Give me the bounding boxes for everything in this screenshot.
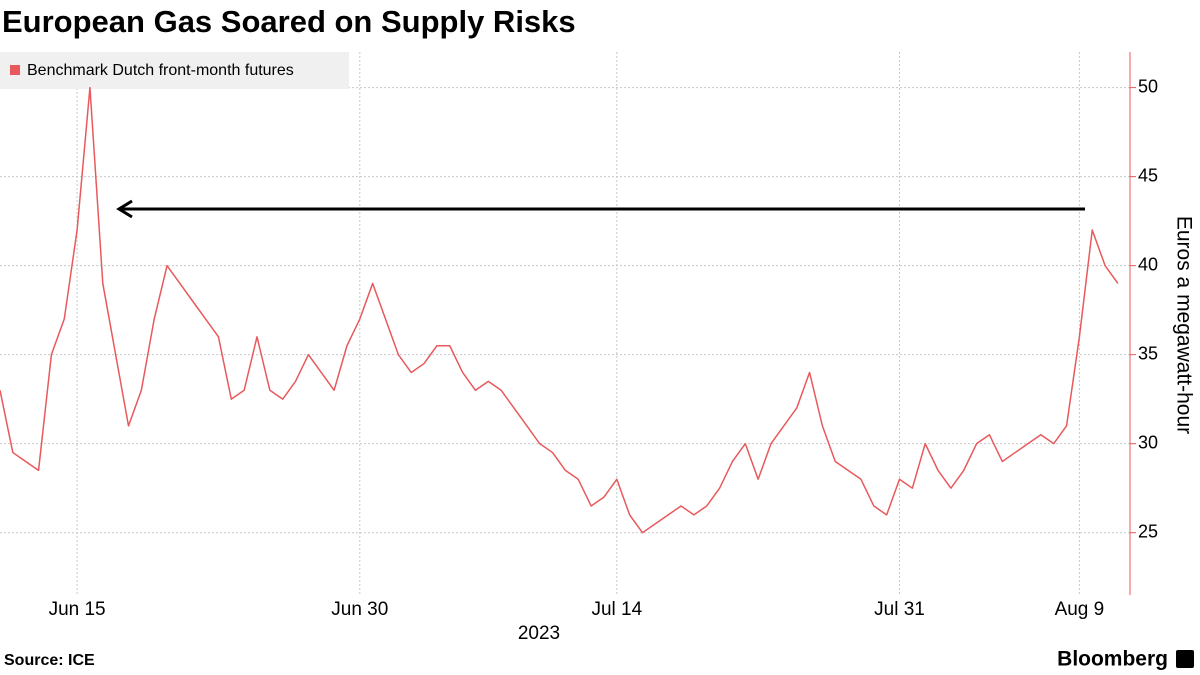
y-axis-label: Euros a megawatt-hour bbox=[1172, 216, 1195, 434]
x-tick-label: Jul 14 bbox=[591, 599, 642, 620]
y-tick-label: 30 bbox=[1138, 432, 1158, 452]
y-tick-label: 35 bbox=[1138, 343, 1158, 363]
y-tick-label: 25 bbox=[1138, 521, 1158, 541]
legend-box bbox=[0, 52, 349, 89]
y-tick-label: 50 bbox=[1138, 76, 1158, 96]
y-tick-label: 40 bbox=[1138, 254, 1158, 274]
x-tick-label: Jun 30 bbox=[331, 599, 388, 620]
legend-label: Benchmark Dutch front-month futures bbox=[27, 62, 294, 79]
source: Source: ICE bbox=[4, 652, 95, 669]
x-tick-label: Jun 15 bbox=[49, 599, 106, 620]
x-axis-label: 2023 bbox=[518, 623, 560, 644]
brand: Bloomberg bbox=[1057, 648, 1168, 671]
legend-swatch bbox=[10, 65, 20, 75]
brand-icon bbox=[1176, 650, 1194, 668]
price-line bbox=[0, 86, 1119, 534]
x-tick-label: Jul 31 bbox=[874, 599, 925, 620]
x-tick-label: Aug 9 bbox=[1055, 599, 1105, 620]
chart-title: European Gas Soared on Supply Risks bbox=[2, 4, 576, 39]
annotation-arrow bbox=[116, 199, 1085, 219]
y-tick-label: 45 bbox=[1138, 165, 1158, 185]
